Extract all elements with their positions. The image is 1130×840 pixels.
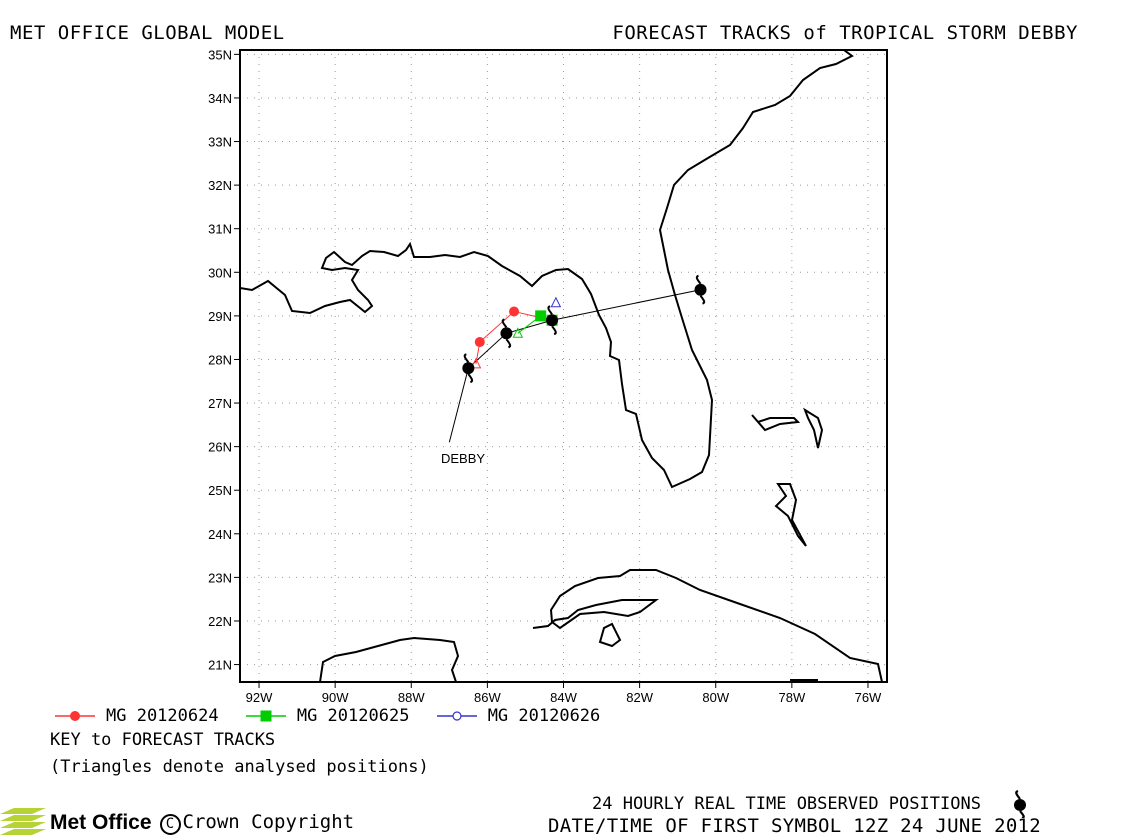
met-office-logo: Met Office C Crown Copyright bbox=[0, 808, 354, 838]
observed-position-arm bbox=[695, 274, 702, 285]
key-note: (Triangles denote analysed positions) bbox=[50, 757, 429, 777]
lon-tick-label: 86W bbox=[474, 690, 501, 705]
coastline-bahamas-3 bbox=[774, 483, 807, 547]
lat-tick-label: 24N bbox=[208, 527, 232, 542]
observed-position-arm bbox=[505, 338, 512, 349]
observed-position-dot bbox=[694, 283, 707, 296]
lat-tick-label: 30N bbox=[208, 265, 232, 280]
observed-position-arm bbox=[547, 305, 553, 315]
lon-tick-label: 80W bbox=[702, 690, 729, 705]
analysed-position-triangle bbox=[550, 296, 562, 308]
observed-position-symbol bbox=[546, 305, 559, 336]
forecast-point-green bbox=[535, 310, 547, 322]
lat-tick-label: 25N bbox=[208, 483, 232, 498]
lat-tick-label: 22N bbox=[208, 614, 232, 629]
lat-tick-label: 28N bbox=[208, 352, 232, 367]
lat-tick-label: 35N bbox=[208, 47, 232, 62]
legend-label: MG 20120624 bbox=[106, 706, 219, 726]
lat-tick-label: 27N bbox=[208, 396, 232, 411]
storm-tracks bbox=[448, 274, 707, 443]
lon-tick-label: 84W bbox=[550, 690, 577, 705]
lat-tick-label: 21N bbox=[208, 658, 232, 673]
forecast-track-line-0 bbox=[475, 310, 553, 364]
legend-item-20120625: MG 20120625 bbox=[243, 706, 410, 726]
observed-positions-label: 24 HOURLY REAL TIME OBSERVED POSITIONS bbox=[592, 789, 1031, 820]
copyright: C Crown Copyright bbox=[159, 811, 354, 835]
analysed-position-triangle bbox=[470, 357, 482, 369]
chart-title: FORECAST TRACKS of TROPICAL STORM DEBBY bbox=[612, 22, 1078, 44]
lon-tick-label: 90W bbox=[322, 690, 349, 705]
observed-position-arm bbox=[551, 325, 557, 336]
lat-tick-label: 26N bbox=[208, 440, 232, 455]
first-symbol-datetime: DATE/TIME OF FIRST SYMBOL 12Z 24 JUNE 20… bbox=[548, 815, 1042, 837]
coastlines bbox=[240, 50, 883, 682]
legend-green-square-icon bbox=[245, 710, 286, 722]
coastline-isle-of-youth bbox=[598, 622, 622, 648]
observed-position-symbol bbox=[500, 318, 513, 349]
met-office-logo-icon bbox=[0, 808, 46, 835]
logo-text: Met Office bbox=[50, 811, 152, 834]
lon-tick-label: 82W bbox=[626, 690, 653, 705]
observed-position-arm bbox=[699, 295, 706, 305]
copyright-icon: C bbox=[159, 814, 181, 835]
observed-position-symbol bbox=[694, 274, 707, 305]
lat-tick-label: 33N bbox=[208, 135, 232, 150]
forecast-point-red bbox=[474, 337, 485, 348]
legend-label: MG 20120625 bbox=[296, 706, 410, 726]
lon-tick-label: 76W bbox=[855, 690, 882, 705]
legend: MG 20120624 MG 20120625 MG 20120626 bbox=[52, 706, 614, 728]
model-title: MET OFFICE GLOBAL MODEL bbox=[10, 22, 285, 44]
observed-position-arm bbox=[501, 318, 508, 328]
lat-tick-label: 23N bbox=[208, 570, 232, 585]
lon-tick-label: 92W bbox=[246, 690, 273, 705]
map-axes: 21N 22N 23N 24N 25N 26N 27N 28N 29N 30N 31N 32N 33N 3… bbox=[208, 47, 882, 705]
observed-position-arm bbox=[467, 373, 474, 384]
legend-label: MG 20120626 bbox=[487, 706, 601, 726]
legend-item-20120626: MG 20120626 bbox=[434, 706, 601, 726]
storm-name-label: DEBBY bbox=[441, 451, 485, 466]
map-grid bbox=[240, 50, 887, 682]
lon-tick-label: 78W bbox=[778, 690, 805, 705]
hurricane-symbol-icon bbox=[1014, 789, 1027, 820]
observed-position-dot bbox=[546, 314, 559, 327]
coastline-bahamas-1 bbox=[751, 414, 801, 432]
coastline-yucatan bbox=[319, 636, 460, 682]
observed-position-dot bbox=[462, 362, 475, 375]
coastline-bahamas-2 bbox=[803, 407, 824, 449]
lat-tick-label: 34N bbox=[208, 91, 232, 106]
lon-tick-label: 88W bbox=[398, 690, 425, 705]
observed-position-symbol bbox=[462, 353, 475, 384]
coastline-us-gulf-florida bbox=[240, 50, 854, 489]
analysed-position-triangle bbox=[512, 327, 524, 338]
key-title: KEY to FORECAST TRACKS bbox=[50, 730, 276, 750]
observed-position-dot bbox=[500, 327, 513, 340]
lat-tick-label: 29N bbox=[208, 309, 232, 324]
lat-tick-label: 31N bbox=[208, 222, 232, 237]
legend-blue-circle-icon bbox=[436, 711, 477, 721]
legend-red-circle-icon bbox=[55, 711, 95, 721]
coastline-cuba bbox=[532, 569, 883, 682]
legend-item-20120624: MG 20120624 bbox=[52, 706, 219, 726]
lat-tick-label: 32N bbox=[208, 178, 232, 193]
observed-position-arm bbox=[463, 353, 470, 363]
forecast-point-red bbox=[509, 306, 520, 317]
